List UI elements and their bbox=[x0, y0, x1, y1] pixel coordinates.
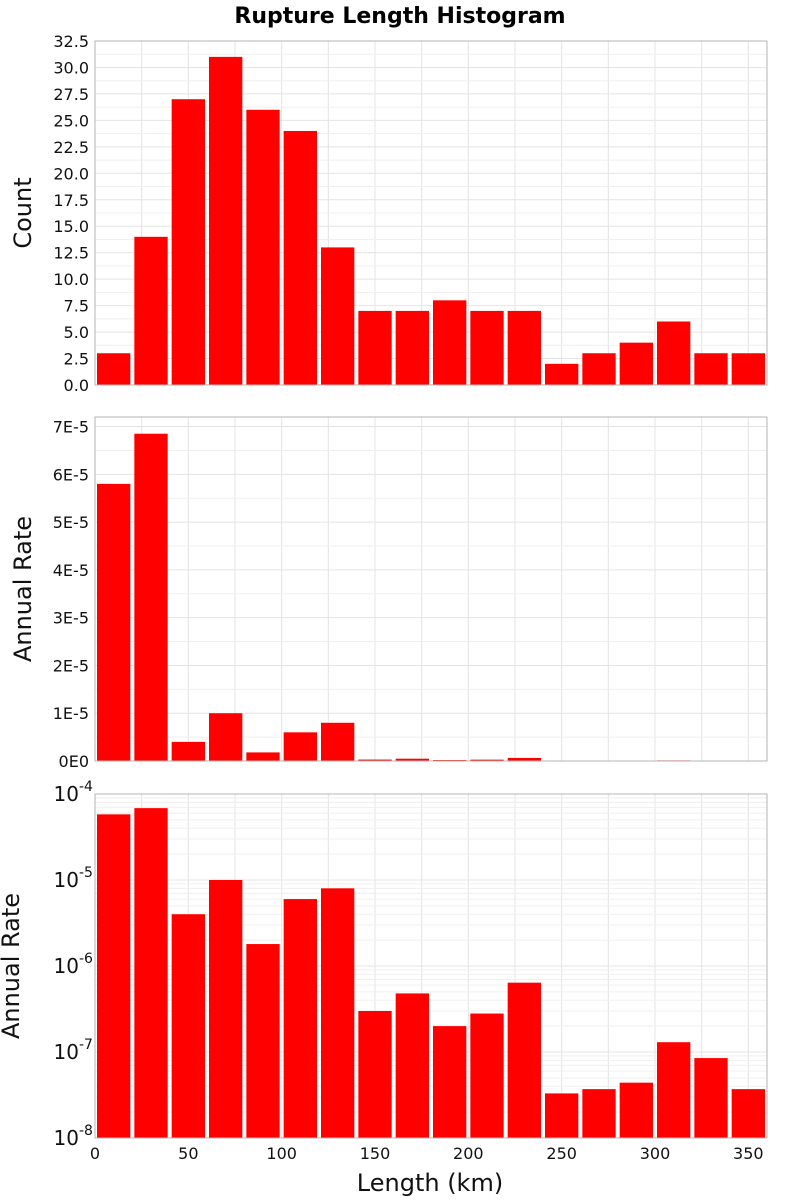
bar-230km bbox=[507, 757, 541, 761]
x-tick-label: 200 bbox=[453, 1144, 484, 1163]
x-tick-label: 350 bbox=[733, 1144, 764, 1163]
bar-310km bbox=[657, 1042, 691, 1138]
y-axis-label: Annual Rate bbox=[0, 893, 25, 1039]
bar-270km bbox=[582, 353, 616, 385]
panel-1: 0.0 2.5 5.0 7.5 10.0 12.5 15.0 17.5 20.0 22.5 25.0… bbox=[9, 32, 768, 395]
bar-90km bbox=[246, 109, 280, 386]
y-axis-label: Annual Rate bbox=[9, 516, 37, 662]
bar-90km bbox=[246, 752, 280, 761]
y-tick-label: 10 bbox=[54, 782, 79, 806]
bar-210km bbox=[470, 759, 504, 761]
bar-350km bbox=[731, 1089, 765, 1138]
y-tick-label: 12.5 bbox=[53, 244, 89, 263]
bar-130km bbox=[321, 247, 355, 385]
y-tick-label: 0.0 bbox=[64, 376, 89, 395]
y-tick-label: 20.0 bbox=[53, 164, 89, 183]
bar-190km bbox=[433, 300, 467, 385]
x-tick-label: 50 bbox=[178, 1144, 198, 1163]
bar-230km bbox=[507, 982, 541, 1138]
bar-10km bbox=[97, 814, 131, 1138]
bar-330km bbox=[694, 353, 728, 385]
bar-270km bbox=[582, 1089, 616, 1138]
bar-50km bbox=[171, 99, 205, 385]
y-tick-label: 17.5 bbox=[53, 191, 89, 210]
y-tick-label: 10 bbox=[54, 954, 79, 978]
bar-130km bbox=[321, 888, 355, 1138]
bar-10km bbox=[97, 353, 131, 385]
y-tick-label: 10 bbox=[54, 868, 79, 892]
y-axis-label: Count bbox=[9, 177, 37, 248]
bar-150km bbox=[358, 1010, 392, 1138]
y-tick-label: 2E-5 bbox=[53, 656, 89, 675]
bar-210km bbox=[470, 1013, 504, 1138]
bar-210km bbox=[470, 310, 504, 385]
bar-130km bbox=[321, 722, 355, 761]
x-tick-label: 150 bbox=[360, 1144, 391, 1163]
bar-290km bbox=[619, 342, 653, 385]
bar-110km bbox=[283, 899, 317, 1138]
x-tick-label: 100 bbox=[266, 1144, 297, 1163]
y-tick-label: 5.0 bbox=[64, 323, 89, 342]
bar-250km bbox=[545, 1093, 579, 1138]
plot-frame bbox=[94, 40, 768, 386]
bar-50km bbox=[171, 741, 205, 761]
y-tick-label: 0E0 bbox=[59, 752, 89, 771]
y-tick-label: 25.0 bbox=[53, 111, 89, 130]
y-tick-label: 15.0 bbox=[53, 217, 89, 236]
bar-290km bbox=[619, 1082, 653, 1138]
bar-110km bbox=[283, 732, 317, 761]
bar-310km bbox=[657, 321, 691, 385]
bar-70km bbox=[209, 56, 243, 385]
y-tick-label: 1E-5 bbox=[53, 704, 89, 723]
y-tick-label: 4E-5 bbox=[53, 561, 89, 580]
x-tick-label: 250 bbox=[546, 1144, 577, 1163]
y-tick-label: 32.5 bbox=[53, 32, 89, 51]
bar-110km bbox=[283, 130, 317, 385]
bar-250km bbox=[545, 363, 579, 385]
y-tick-label: 6E-5 bbox=[53, 465, 89, 484]
y-tick-label: 30.0 bbox=[53, 58, 89, 77]
bar-90km bbox=[246, 944, 280, 1138]
bar-230km bbox=[507, 310, 541, 385]
y-tick-exponent: -4 bbox=[79, 779, 93, 795]
panel-2: 0E0 1E-5 2E-5 3E-5 4E-5 5E-5 6E-5 7E-5 Annual Ra… bbox=[9, 416, 768, 771]
plot-frame bbox=[94, 793, 768, 1139]
bar-330km bbox=[694, 1058, 728, 1138]
bar-30km bbox=[134, 433, 168, 761]
y-tick-label: 22.5 bbox=[53, 138, 89, 157]
bar-30km bbox=[134, 808, 168, 1138]
y-tick-label: 7E-5 bbox=[53, 418, 89, 437]
bar-30km bbox=[134, 236, 168, 385]
bar-150km bbox=[358, 759, 392, 761]
y-tick-exponent: -6 bbox=[79, 951, 93, 967]
y-tick-label: 2.5 bbox=[64, 350, 89, 369]
chart-title: Rupture Length Histogram bbox=[234, 4, 565, 29]
bar-170km bbox=[395, 758, 429, 761]
y-tick-label: 3E-5 bbox=[53, 609, 89, 628]
bar-70km bbox=[209, 713, 243, 761]
y-tick-exponent: -8 bbox=[79, 1123, 93, 1139]
bar-10km bbox=[97, 483, 131, 761]
bar-150km bbox=[358, 310, 392, 385]
bar-170km bbox=[395, 993, 429, 1138]
y-tick-label: 10.0 bbox=[53, 270, 89, 289]
x-tick-label: 0 bbox=[90, 1144, 100, 1163]
bar-350km bbox=[731, 353, 765, 385]
bar-70km bbox=[209, 880, 243, 1138]
y-tick-label: 10 bbox=[54, 1126, 79, 1150]
y-tick-exponent: -5 bbox=[79, 865, 93, 881]
y-tick-label: 5E-5 bbox=[53, 513, 89, 532]
bar-170km bbox=[395, 310, 429, 385]
plot-frame bbox=[94, 416, 768, 762]
y-tick-exponent: -7 bbox=[79, 1037, 93, 1053]
x-tick-label: 300 bbox=[640, 1144, 671, 1163]
x-axis-label: Length (km) bbox=[357, 1169, 503, 1197]
y-tick-label: 7.5 bbox=[64, 297, 89, 316]
bar-190km bbox=[433, 1026, 467, 1138]
bar-50km bbox=[171, 914, 205, 1138]
y-tick-label: 10 bbox=[54, 1040, 79, 1064]
y-tick-label: 27.5 bbox=[53, 85, 89, 104]
